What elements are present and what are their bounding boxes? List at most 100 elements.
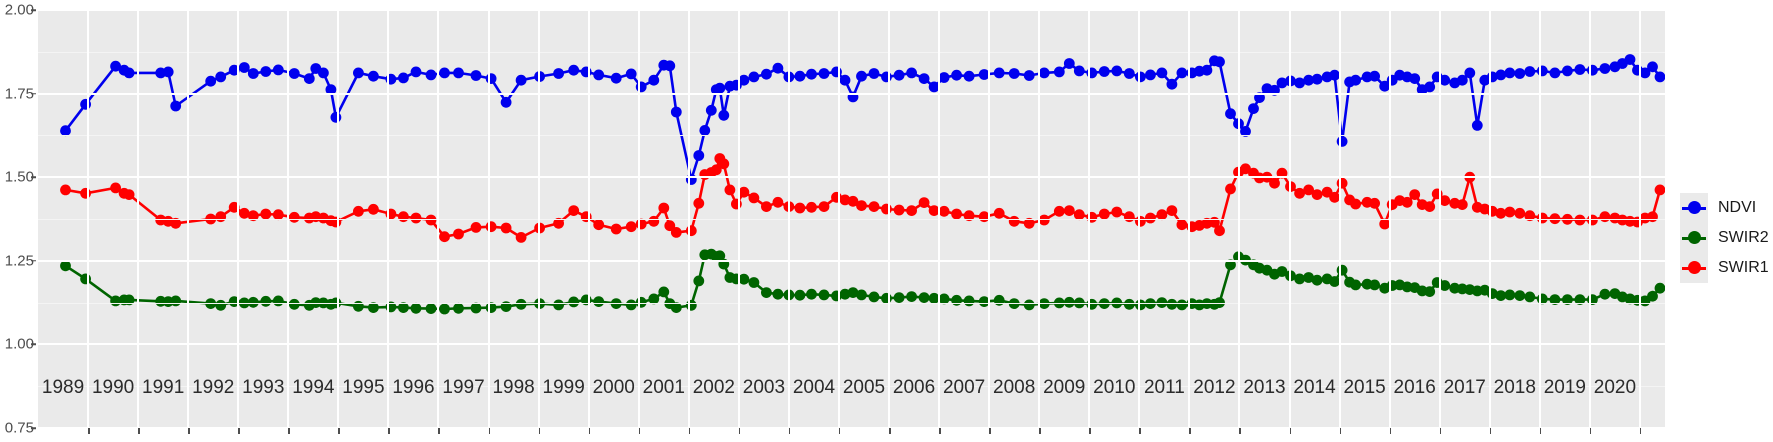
x-axis-tick <box>1539 428 1542 434</box>
data-point <box>205 75 217 87</box>
data-point <box>1176 67 1188 79</box>
data-point <box>215 299 227 311</box>
gridline-minor-horizontal <box>38 386 1665 388</box>
data-point <box>772 288 784 300</box>
data-point <box>1574 294 1586 305</box>
y-axis-tick <box>31 9 36 11</box>
x-axis-tick <box>438 428 440 434</box>
x-axis-label-2015: 2015 <box>1343 377 1386 398</box>
x-axis-label-2020: 2020 <box>1593 377 1637 398</box>
x-axis-label-2008: 2008 <box>993 377 1036 398</box>
x-axis-tick <box>788 428 791 434</box>
data-point <box>162 66 174 78</box>
x-axis-label-1995: 1995 <box>342 377 385 398</box>
data-point <box>699 125 711 136</box>
data-point <box>353 67 364 79</box>
x-axis-label-2017: 2017 <box>1443 377 1486 398</box>
data-point <box>761 68 772 80</box>
legend-item-swir1[interactable]: SWIR1 <box>1680 253 1769 283</box>
data-point <box>839 74 851 86</box>
data-point <box>928 292 940 304</box>
x-axis-tick <box>1289 428 1292 434</box>
data-point <box>856 200 867 212</box>
x-axis-label-2009: 2009 <box>1043 377 1086 398</box>
data-point <box>839 288 851 300</box>
gridline-major-vertical <box>237 10 240 428</box>
data-point <box>1311 274 1323 286</box>
data-point <box>170 217 182 229</box>
x-axis-label-2005: 2005 <box>842 377 886 398</box>
legend-item-swir2[interactable]: SWIR2 <box>1680 223 1769 253</box>
data-point <box>515 232 527 243</box>
data-point <box>818 289 830 301</box>
data-point <box>1038 67 1050 79</box>
y-axis-label-1.75: 1.75 <box>4 85 34 103</box>
data-point <box>658 286 670 298</box>
data-point <box>893 204 905 216</box>
data-point <box>1303 272 1314 283</box>
data-point <box>856 70 867 82</box>
data-point <box>1504 289 1516 301</box>
data-point <box>761 201 772 213</box>
data-point <box>1166 205 1178 217</box>
gridline-major-horizontal <box>38 343 1665 346</box>
data-point <box>238 207 250 219</box>
data-point <box>1053 66 1065 78</box>
data-point <box>1225 259 1236 271</box>
data-point <box>568 205 580 217</box>
x-axis-label-2006: 2006 <box>892 377 936 398</box>
data-point <box>1145 69 1156 81</box>
x-axis-tick <box>388 428 390 434</box>
data-point <box>453 228 464 240</box>
data-point <box>325 84 337 95</box>
data-point <box>1471 120 1483 131</box>
data-point <box>1495 290 1507 301</box>
data-point <box>1504 67 1516 79</box>
data-point <box>1038 298 1050 309</box>
x-axis-tick <box>838 428 841 434</box>
data-point <box>1111 65 1123 77</box>
legend-key-dot <box>1688 261 1701 274</box>
y-axis-tick <box>31 176 36 178</box>
data-point <box>993 67 1005 79</box>
data-point <box>228 201 240 213</box>
x-axis-label-1998: 1998 <box>492 377 535 398</box>
data-point <box>1023 70 1035 81</box>
legend-label: NDVI <box>1718 199 1757 216</box>
x-axis-label-2010: 2010 <box>1093 377 1136 398</box>
data-point <box>1123 68 1135 79</box>
data-point <box>993 294 1005 306</box>
y-axis-label-2.00: 2.00 <box>4 1 34 19</box>
x-axis-label-2019: 2019 <box>1543 377 1587 398</box>
data-point <box>515 74 527 86</box>
gridline-major-vertical <box>1438 10 1441 428</box>
gridline-major-horizontal <box>38 92 1665 95</box>
x-axis-tick <box>1439 428 1442 434</box>
legend-item-ndvi[interactable]: NDVI <box>1680 193 1756 223</box>
data-point <box>1023 299 1035 311</box>
data-point <box>1073 65 1085 77</box>
data-point <box>1524 66 1536 77</box>
y-axis-tick <box>31 343 36 346</box>
series-line <box>64 157 1662 239</box>
data-point <box>938 293 950 305</box>
data-point <box>500 96 512 108</box>
data-point <box>1038 214 1050 226</box>
data-point <box>893 69 905 81</box>
data-point <box>1098 298 1110 309</box>
data-point <box>1214 225 1225 237</box>
x-axis-label-2004: 2004 <box>792 377 836 398</box>
y-axis-tick <box>31 427 36 429</box>
legend-label: SWIR2 <box>1718 229 1769 246</box>
data-point <box>80 98 91 110</box>
data-point <box>1225 108 1236 120</box>
data-point <box>658 202 670 214</box>
x-axis-tick <box>1189 428 1191 434</box>
data-point <box>693 150 705 161</box>
x-axis-label-1992: 1992 <box>192 377 235 398</box>
gridline-major-vertical <box>337 10 340 428</box>
data-point <box>831 66 842 78</box>
x-axis-tick <box>1489 428 1492 434</box>
data-point <box>593 69 605 81</box>
gridline-major-vertical <box>737 10 740 428</box>
